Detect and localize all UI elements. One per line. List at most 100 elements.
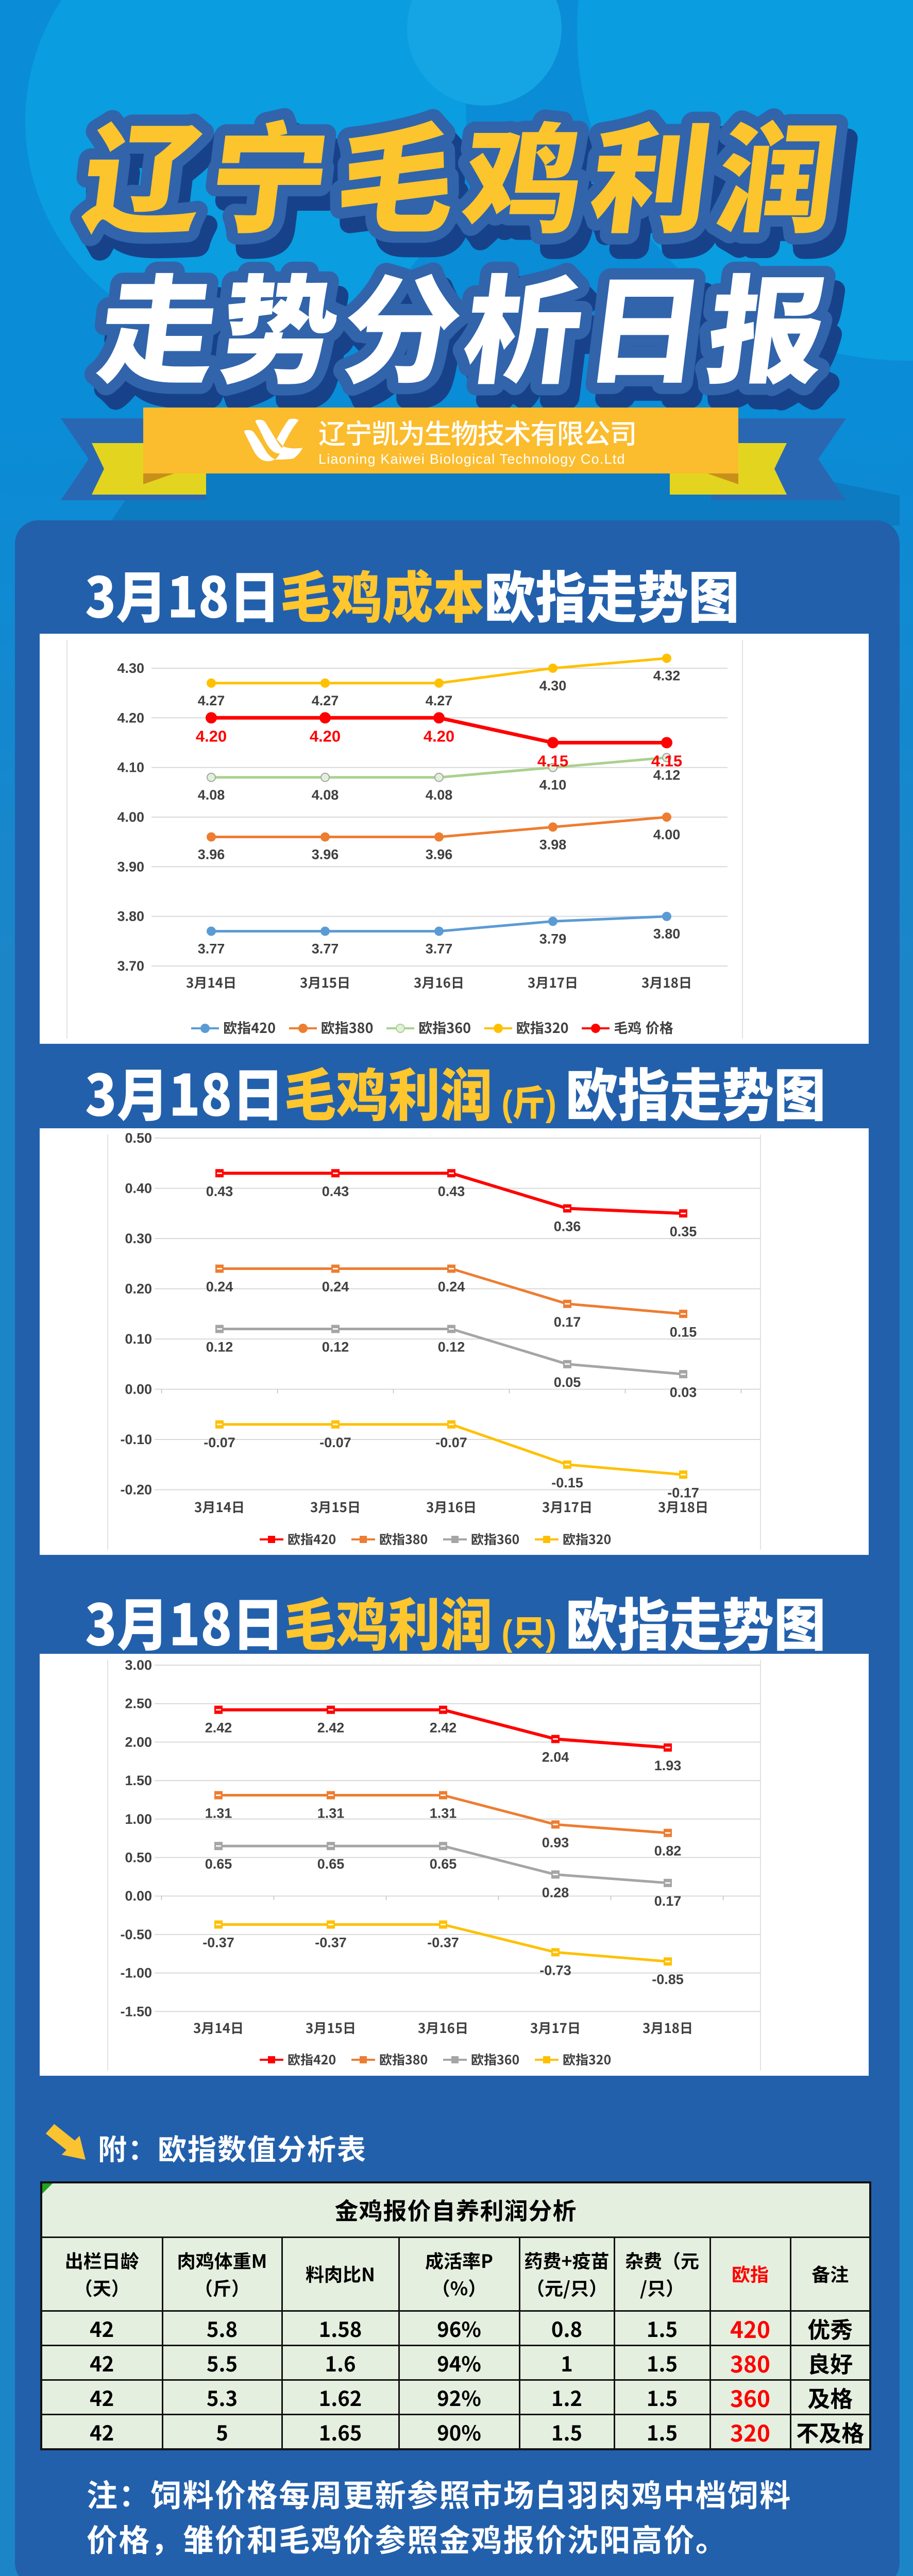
svg-text:0.65: 0.65 [430,1856,457,1872]
svg-text:辽: 辽 [83,99,223,271]
svg-text:4.00: 4.00 [117,809,144,825]
svg-text:0.24: 0.24 [438,1279,465,1295]
svg-text:-0.07: -0.07 [204,1435,235,1450]
svg-text:4.15: 4.15 [537,752,568,770]
svg-text:0.35: 0.35 [670,1224,697,1239]
svg-text:欧指320: 欧指320 [563,1530,611,1548]
svg-text:0.28: 0.28 [542,1885,569,1900]
svg-text:-0.10: -0.10 [120,1432,152,1447]
svg-text:3月15日: 3月15日 [310,1497,361,1516]
svg-text:3.96: 3.96 [312,847,339,862]
svg-text:3.98: 3.98 [539,837,567,852]
svg-text:-0.37: -0.37 [427,1935,459,1950]
svg-text:欧指380: 欧指380 [321,1017,374,1037]
svg-text:0.30: 0.30 [125,1231,152,1246]
svg-text:3月15日: 3月15日 [300,973,350,992]
svg-text:3月18日: 3月18日 [658,1497,708,1516]
svg-text:欧指420: 欧指420 [288,1530,336,1548]
svg-text:析: 析 [455,238,593,407]
svg-text:4.20: 4.20 [196,727,227,745]
svg-text:4.32: 4.32 [653,668,681,684]
svg-text:3月16日: 3月16日 [426,1497,477,1516]
svg-text:0.50: 0.50 [125,1850,152,1866]
svg-text:欧指320: 欧指320 [516,1017,569,1037]
svg-text:-0.20: -0.20 [120,1482,152,1498]
svg-text:0.43: 0.43 [206,1183,233,1199]
svg-text:宁: 宁 [201,85,341,257]
svg-text:3.96: 3.96 [426,847,453,862]
svg-text:0.50: 0.50 [125,1130,152,1146]
svg-text:欧指420: 欧指420 [288,2050,336,2069]
svg-text:-0.07: -0.07 [435,1435,467,1450]
svg-text:0.17: 0.17 [554,1314,581,1330]
svg-text:-0.17: -0.17 [667,1485,699,1500]
svg-text:2.00: 2.00 [125,1734,152,1750]
svg-text:-1.00: -1.00 [120,1965,152,1981]
svg-text:3月18日: 3月18日 [641,973,692,992]
svg-text:1.00: 1.00 [125,1811,152,1827]
svg-text:势: 势 [212,238,349,407]
svg-text:-0.07: -0.07 [319,1435,351,1450]
svg-text:3.96: 3.96 [198,847,225,862]
svg-text:0.00: 0.00 [125,1382,152,1397]
svg-text:3月14日: 3月14日 [186,973,236,992]
svg-text:毛: 毛 [328,85,468,257]
svg-text:-0.50: -0.50 [120,1927,152,1942]
svg-text:欧指360: 欧指360 [418,1017,471,1037]
svg-text:0.12: 0.12 [322,1340,349,1355]
svg-text:0.12: 0.12 [438,1340,465,1355]
svg-text:0.40: 0.40 [125,1181,152,1196]
svg-text:0.24: 0.24 [206,1279,233,1295]
svg-text:走: 走 [90,238,228,407]
svg-text:4.20: 4.20 [310,727,341,745]
svg-text:毛鸡 价格: 毛鸡 价格 [614,1017,673,1037]
svg-text:2.04: 2.04 [542,1749,569,1765]
svg-text:3.79: 3.79 [539,931,567,946]
svg-text:3月17日: 3月17日 [542,1497,593,1516]
svg-text:-0.37: -0.37 [315,1935,347,1950]
svg-text:4.08: 4.08 [426,787,453,803]
svg-text:报: 报 [699,238,837,407]
svg-text:分: 分 [334,238,471,407]
svg-text:0.20: 0.20 [125,1281,152,1297]
svg-text:0.24: 0.24 [322,1279,349,1295]
svg-text:3月16日: 3月16日 [414,973,464,992]
svg-text:析: 析 [465,252,603,417]
svg-text:4.10: 4.10 [117,760,144,775]
svg-text:3.00: 3.00 [125,1657,152,1673]
svg-text:3月18日: 3月18日 [643,2018,693,2037]
svg-text:0.65: 0.65 [205,1856,232,1872]
svg-text:3月14日: 3月14日 [193,2018,244,2037]
svg-text:4.08: 4.08 [312,787,339,803]
svg-text:1.50: 1.50 [125,1773,152,1788]
svg-text:0.82: 0.82 [654,1843,682,1859]
svg-text:3.80: 3.80 [653,926,681,942]
svg-text:3月16日: 3月16日 [418,2018,468,2037]
svg-text:3月17日: 3月17日 [530,2018,581,2037]
svg-text:0.43: 0.43 [438,1183,465,1199]
svg-text:0.93: 0.93 [542,1835,569,1850]
svg-text:4.30: 4.30 [539,678,567,693]
svg-text:3.90: 3.90 [117,859,144,874]
svg-text:3.77: 3.77 [426,941,453,957]
svg-text:鸡: 鸡 [455,85,595,257]
svg-text:报: 报 [709,252,847,417]
svg-text:3.77: 3.77 [312,941,339,957]
svg-text:0.17: 0.17 [654,1893,682,1909]
svg-text:3月14日: 3月14日 [194,1497,245,1516]
svg-text:欧指380: 欧指380 [379,1530,428,1548]
svg-text:2.50: 2.50 [125,1696,152,1711]
svg-text:-0.73: -0.73 [539,1962,571,1978]
svg-text:0.65: 0.65 [317,1856,345,1872]
svg-text:1.31: 1.31 [205,1805,232,1821]
svg-text:0.12: 0.12 [206,1340,233,1355]
svg-text:1.93: 1.93 [654,1758,682,1773]
svg-text:4.10: 4.10 [539,777,567,793]
svg-text:4.20: 4.20 [117,710,144,725]
svg-text:0.03: 0.03 [670,1384,697,1400]
svg-text:欧指360: 欧指360 [471,1530,519,1548]
svg-text:0.05: 0.05 [554,1375,581,1390]
svg-text:4.27: 4.27 [312,693,339,708]
svg-text:利: 利 [582,85,722,257]
svg-text:-0.15: -0.15 [551,1475,583,1490]
